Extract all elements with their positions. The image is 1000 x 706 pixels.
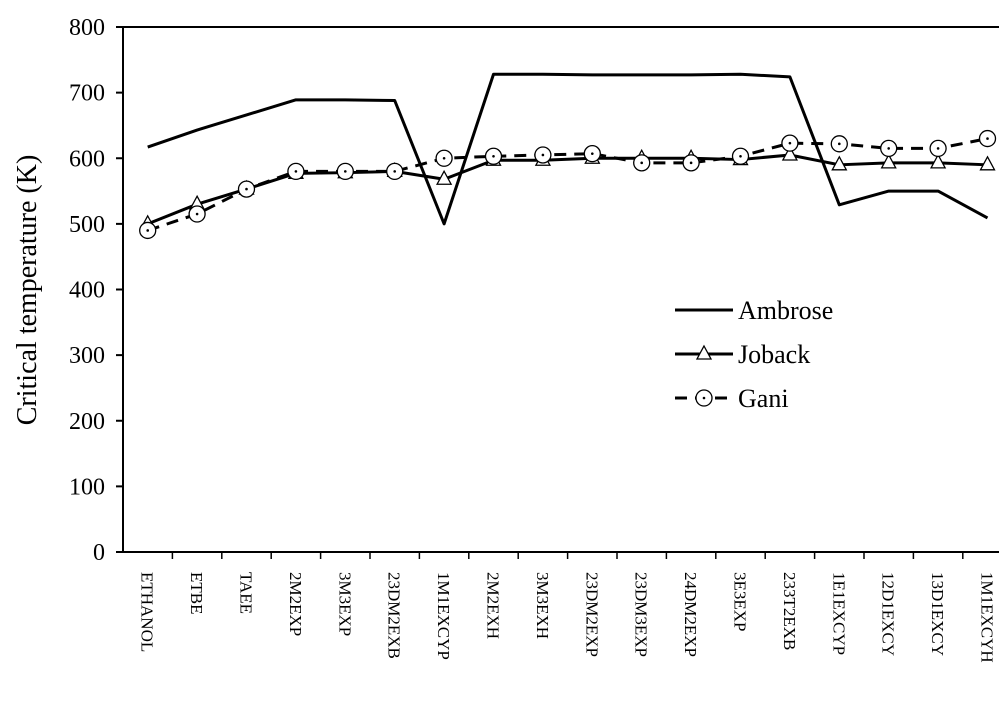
series-line bbox=[148, 155, 988, 224]
x-tick-label: 2M2EXP bbox=[286, 572, 305, 636]
circle-dot bbox=[542, 154, 545, 157]
circle-dot bbox=[690, 162, 693, 165]
x-tick-label: 24DM2EXP bbox=[681, 572, 700, 657]
circle-dot bbox=[492, 155, 495, 158]
page: Critical temperature (K) 0 100 200 300 400 50… bbox=[0, 0, 1000, 706]
x-tick-label: ETHANOL bbox=[138, 572, 157, 652]
x-tick-label: 233T2EXB bbox=[780, 572, 799, 650]
circle-dot bbox=[887, 147, 890, 150]
x-tick-label: 23DM3EXP bbox=[632, 572, 651, 657]
y-tick-label: 700 bbox=[69, 81, 105, 107]
y-tick-label: 400 bbox=[69, 278, 105, 304]
x-tick-label: TAEE bbox=[237, 572, 256, 614]
circle-dot bbox=[703, 397, 706, 400]
circle-dot bbox=[789, 142, 792, 145]
x-tick-label: 23DM2EXB bbox=[385, 572, 404, 659]
y-tick-label: 800 bbox=[69, 15, 105, 41]
y-axis-label: Critical temperature (K) bbox=[12, 155, 43, 426]
x-tick-label: 1M1EXCYH bbox=[978, 572, 997, 663]
x-tick-label: 1M1EXCYP bbox=[434, 572, 453, 660]
circle-dot bbox=[295, 170, 298, 173]
circle-dot bbox=[196, 213, 199, 216]
circle-dot bbox=[937, 147, 940, 150]
circle-dot bbox=[146, 229, 149, 232]
y-tick-label: 500 bbox=[69, 212, 105, 238]
circle-dot bbox=[591, 152, 594, 155]
x-tick-label: 3M3EXH bbox=[533, 572, 552, 639]
x-tick-label: 13D1EXCY bbox=[928, 572, 947, 656]
chart: Critical temperature (K) 0 100 200 300 400 50… bbox=[0, 0, 1000, 706]
circle-dot bbox=[344, 170, 347, 173]
x-tick-label: 3M3EXP bbox=[335, 572, 354, 636]
circle-dot bbox=[443, 157, 446, 160]
series-line bbox=[148, 139, 988, 231]
series-line bbox=[148, 74, 988, 224]
x-tick-label: 23DM2EXP bbox=[582, 572, 601, 657]
legend-label: Ambrose bbox=[738, 296, 833, 325]
x-tick-label: 3E3EXP bbox=[731, 572, 750, 632]
legend-label: Gani bbox=[738, 384, 789, 413]
y-tick-label: 100 bbox=[69, 474, 105, 500]
circle-dot bbox=[739, 155, 742, 158]
y-tick-label: 300 bbox=[69, 343, 105, 369]
x-tick-label: 12D1EXCY bbox=[879, 572, 898, 656]
plot-frame bbox=[123, 27, 999, 552]
x-tick-label: 1E1EXCYP bbox=[829, 572, 848, 655]
x-tick-label: ETBE bbox=[187, 572, 206, 615]
y-tick-label: 200 bbox=[69, 409, 105, 435]
y-tick-label: 600 bbox=[69, 146, 105, 172]
legend-label: Joback bbox=[738, 340, 810, 369]
circle-dot bbox=[838, 143, 841, 146]
circle-dot bbox=[393, 170, 396, 173]
circle-dot bbox=[245, 188, 248, 191]
circle-dot bbox=[986, 137, 989, 140]
circle-dot bbox=[640, 162, 643, 165]
x-tick-label: 2M2EXH bbox=[484, 572, 503, 639]
y-tick-label: 0 bbox=[93, 540, 105, 566]
